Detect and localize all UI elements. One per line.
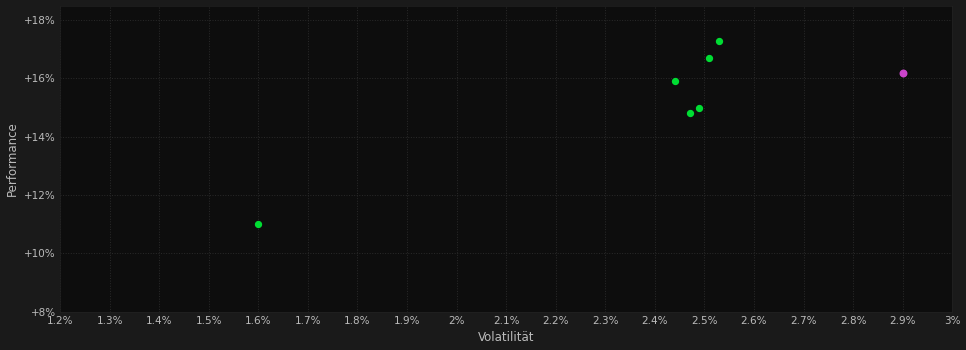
Point bbox=[701, 55, 717, 61]
Point bbox=[692, 105, 707, 110]
Point bbox=[667, 78, 682, 84]
Y-axis label: Performance: Performance bbox=[6, 121, 18, 196]
Point bbox=[682, 111, 697, 116]
Point bbox=[712, 38, 727, 43]
Point bbox=[250, 222, 266, 227]
X-axis label: Volatilität: Volatilität bbox=[478, 331, 534, 344]
Point bbox=[895, 70, 910, 75]
